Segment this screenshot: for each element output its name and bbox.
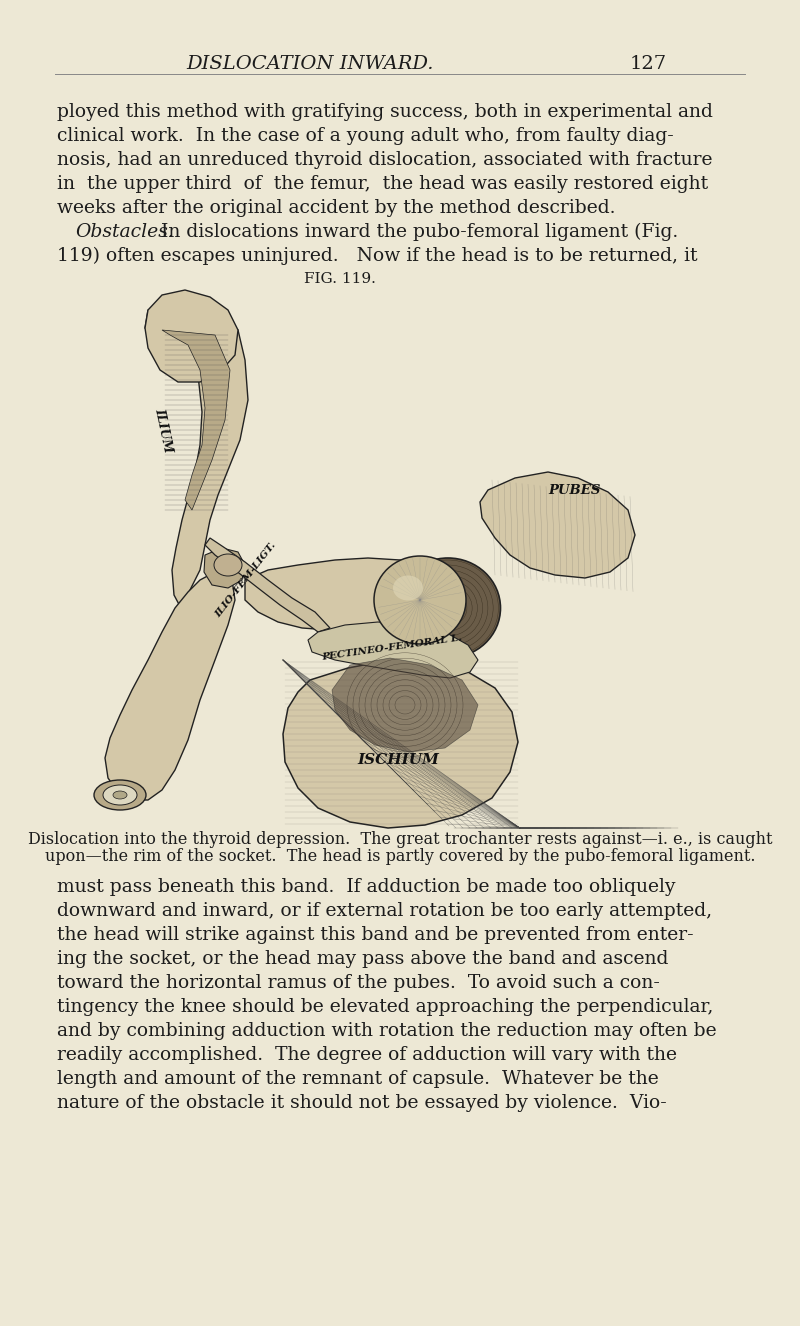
Polygon shape [332,658,478,752]
Text: clinical work.  In the case of a young adult who, from faulty diag-: clinical work. In the case of a young ad… [57,127,674,145]
Polygon shape [145,290,238,382]
Polygon shape [205,538,330,633]
Ellipse shape [395,558,501,658]
Polygon shape [308,622,478,678]
Text: weeks after the original accident by the method described.: weeks after the original accident by the… [57,199,615,217]
Text: ILIUM: ILIUM [152,407,174,453]
Text: toward the horizontal ramus of the pubes.  To avoid such a con-: toward the horizontal ramus of the pubes… [57,975,660,992]
Text: ISCHIUM: ISCHIUM [357,753,439,766]
Polygon shape [245,558,492,642]
Polygon shape [105,572,235,800]
Text: nature of the obstacle it should not be essayed by violence.  Vio-: nature of the obstacle it should not be … [57,1094,666,1113]
Polygon shape [480,472,635,578]
Text: Dislocation into the thyroid depression.  The great trochanter rests against—i. : Dislocation into the thyroid depression.… [28,831,772,849]
Ellipse shape [113,792,127,800]
Ellipse shape [374,556,466,644]
Text: 127: 127 [630,54,666,73]
Text: tingency the knee should be elevated approaching the perpendicular,: tingency the knee should be elevated app… [57,998,714,1016]
Text: In dislocations inward the pubo-femoral ligament (Fig.: In dislocations inward the pubo-femoral … [149,223,678,241]
Text: the head will strike against this band and be prevented from enter-: the head will strike against this band a… [57,926,694,944]
Text: 119) often escapes uninjured.   Now if the head is to be returned, it: 119) often escapes uninjured. Now if the… [57,247,698,265]
Text: upon—the rim of the socket.  The head is partly covered by the pubo-femoral liga: upon—the rim of the socket. The head is … [45,849,755,865]
Polygon shape [283,660,518,827]
Text: FIG. 119.: FIG. 119. [304,272,376,286]
Ellipse shape [103,785,137,805]
Text: nosis, had an unreduced thyroid dislocation, associated with fracture: nosis, had an unreduced thyroid dislocat… [57,151,713,168]
Ellipse shape [214,554,242,575]
Text: PUBES: PUBES [549,484,602,496]
Text: in  the upper third  of  the femur,  the head was easily restored eight: in the upper third of the femur, the hea… [57,175,708,194]
Text: Obstacles.: Obstacles. [75,223,174,241]
Polygon shape [162,330,230,511]
Text: and by combining adduction with rotation the reduction may often be: and by combining adduction with rotation… [57,1022,717,1040]
Text: ing the socket, or the head may pass above the band and ascend: ing the socket, or the head may pass abo… [57,949,668,968]
Polygon shape [204,548,245,587]
Polygon shape [145,310,248,610]
Text: downward and inward, or if external rotation be too early attempted,: downward and inward, or if external rota… [57,902,712,920]
Text: readily accomplished.  The degree of adduction will vary with the: readily accomplished. The degree of addu… [57,1046,677,1063]
Ellipse shape [94,780,146,810]
Text: must pass beneath this band.  If adduction be made too obliquely: must pass beneath this band. If adductio… [57,878,675,896]
Text: ILIO-FEM-LIGT.: ILIO-FEM-LIGT. [214,541,278,619]
Text: DISLOCATION INWARD.: DISLOCATION INWARD. [186,54,434,73]
Text: ployed this method with gratifying success, both in experimental and: ployed this method with gratifying succe… [57,103,713,121]
Text: PECTINEO-FEMORAL L.: PECTINEO-FEMORAL L. [322,634,462,662]
Text: length and amount of the remnant of capsule.  Whatever be the: length and amount of the remnant of caps… [57,1070,658,1089]
Ellipse shape [393,575,423,601]
